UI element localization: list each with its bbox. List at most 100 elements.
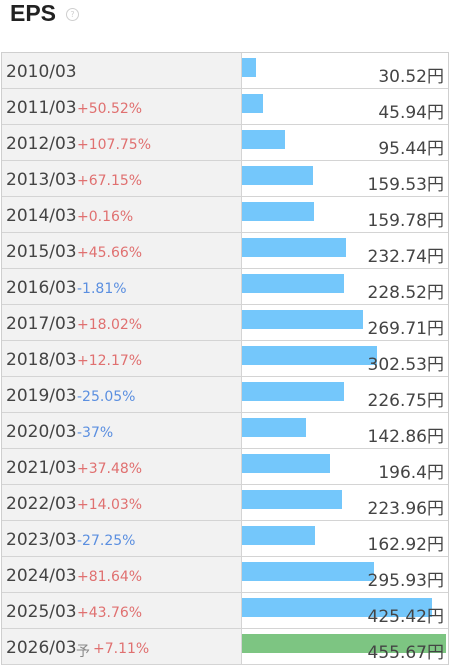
year-label: 2016/03 bbox=[6, 278, 77, 298]
table-row: 2023/03 -27.25% 162.92円 bbox=[2, 521, 448, 557]
year-cell: 2016/03 -1.81% bbox=[2, 269, 242, 304]
eps-value-label: 45.94円 bbox=[378, 103, 444, 123]
eps-value-label: 159.78円 bbox=[367, 211, 444, 231]
eps-value-label: 455.67円 bbox=[367, 643, 444, 663]
help-icon[interactable]: ? bbox=[66, 8, 79, 21]
yoy-change-label: +107.75% bbox=[77, 137, 152, 153]
eps-value-label: 162.92円 bbox=[367, 535, 444, 555]
bar-cell: 269.71円 bbox=[242, 305, 448, 340]
year-cell: 2021/03 +37.48% bbox=[2, 449, 242, 484]
eps-value-label: 226.75円 bbox=[367, 391, 444, 411]
bar-cell: 196.4円 bbox=[242, 449, 448, 484]
yoy-change-label: +67.15% bbox=[77, 173, 143, 189]
year-label: 2025/03 bbox=[6, 602, 77, 622]
table-row: 2022/03 +14.03% 223.96円 bbox=[2, 485, 448, 521]
year-label: 2010/03 bbox=[6, 62, 77, 82]
year-cell: 2025/03 +43.76% bbox=[2, 593, 242, 628]
yoy-change-label: +0.16% bbox=[77, 209, 134, 225]
year-label: 2026/03 bbox=[6, 638, 77, 658]
eps-bar bbox=[242, 166, 313, 185]
bar-cell: 142.86円 bbox=[242, 413, 448, 448]
year-cell: 2026/03 予 +7.11% bbox=[2, 629, 242, 664]
year-label: 2019/03 bbox=[6, 386, 77, 406]
year-label: 2014/03 bbox=[6, 206, 77, 226]
bar-cell: 45.94円 bbox=[242, 89, 448, 124]
eps-bar bbox=[242, 58, 256, 77]
eps-bar bbox=[242, 562, 374, 581]
year-cell: 2019/03 -25.05% bbox=[2, 377, 242, 412]
year-cell: 2024/03 +81.64% bbox=[2, 557, 242, 592]
bar-cell: 302.53円 bbox=[242, 341, 448, 376]
year-cell: 2015/03 +45.66% bbox=[2, 233, 242, 268]
eps-bar bbox=[242, 490, 342, 509]
year-cell: 2022/03 +14.03% bbox=[2, 485, 242, 520]
bar-cell: 226.75円 bbox=[242, 377, 448, 412]
eps-value-label: 30.52円 bbox=[378, 67, 444, 87]
header: EPS ? bbox=[0, 0, 452, 52]
table-row: 2021/03 +37.48% 196.4円 bbox=[2, 449, 448, 485]
yoy-change-label: +12.17% bbox=[77, 353, 143, 369]
forecast-mark: 予 bbox=[76, 644, 90, 660]
eps-bar bbox=[242, 130, 285, 149]
yoy-change-label: +81.64% bbox=[77, 569, 143, 585]
eps-value-label: 95.44円 bbox=[378, 139, 444, 159]
eps-value-label: 302.53円 bbox=[367, 355, 444, 375]
year-label: 2011/03 bbox=[6, 98, 77, 118]
table-row: 2016/03 -1.81% 228.52円 bbox=[2, 269, 448, 305]
eps-value-label: 269.71円 bbox=[367, 319, 444, 339]
bar-cell: 159.78円 bbox=[242, 197, 448, 232]
yoy-change-label: +50.52% bbox=[77, 101, 143, 117]
year-label: 2012/03 bbox=[6, 134, 77, 154]
year-cell: 2017/03 +18.02% bbox=[2, 305, 242, 340]
year-label: 2024/03 bbox=[6, 566, 77, 586]
table-row: 2015/03 +45.66% 232.74円 bbox=[2, 233, 448, 269]
eps-bar bbox=[242, 598, 432, 617]
year-cell: 2011/03 +50.52% bbox=[2, 89, 242, 124]
table-row: 2012/03 +107.75% 95.44円 bbox=[2, 125, 448, 161]
year-label: 2013/03 bbox=[6, 170, 77, 190]
bar-cell: 295.93円 bbox=[242, 557, 448, 592]
eps-bar bbox=[242, 94, 263, 113]
table-row: 2011/03 +50.52% 45.94円 bbox=[2, 89, 448, 125]
yoy-change-label: -25.05% bbox=[77, 389, 136, 405]
eps-bar bbox=[242, 634, 446, 653]
yoy-change-label: +37.48% bbox=[77, 461, 143, 477]
year-label: 2020/03 bbox=[6, 422, 77, 442]
page-title: EPS bbox=[10, 0, 57, 26]
bar-cell: 30.52円 bbox=[242, 53, 448, 88]
eps-value-label: 228.52円 bbox=[367, 283, 444, 303]
eps-bar bbox=[242, 454, 330, 473]
eps-bar bbox=[242, 310, 363, 329]
eps-bar bbox=[242, 346, 377, 365]
year-cell: 2014/03 +0.16% bbox=[2, 197, 242, 232]
eps-bar bbox=[242, 382, 344, 401]
table-row: 2020/03 -37% 142.86円 bbox=[2, 413, 448, 449]
eps-bar bbox=[242, 202, 314, 221]
year-cell: 2020/03 -37% bbox=[2, 413, 242, 448]
yoy-change-label: +18.02% bbox=[77, 317, 143, 333]
yoy-change-label: -37% bbox=[77, 425, 114, 441]
eps-bar bbox=[242, 526, 315, 545]
table-row: 2024/03 +81.64% 295.93円 bbox=[2, 557, 448, 593]
yoy-change-label: -1.81% bbox=[77, 281, 127, 297]
eps-table: 2010/03 30.52円 2011/03 +50.52% 45.94円 2012/03… bbox=[1, 52, 449, 665]
year-label: 2015/03 bbox=[6, 242, 77, 262]
table-row: 2010/03 30.52円 bbox=[2, 53, 448, 89]
eps-value-label: 232.74円 bbox=[367, 247, 444, 267]
eps-value-label: 223.96円 bbox=[367, 499, 444, 519]
table-row: 2019/03 -25.05% 226.75円 bbox=[2, 377, 448, 413]
table-row: 2018/03 +12.17% 302.53円 bbox=[2, 341, 448, 377]
year-label: 2023/03 bbox=[6, 530, 77, 550]
year-cell: 2013/03 +67.15% bbox=[2, 161, 242, 196]
year-label: 2018/03 bbox=[6, 350, 77, 370]
year-cell: 2018/03 +12.17% bbox=[2, 341, 242, 376]
eps-value-label: 425.42円 bbox=[367, 607, 444, 627]
table-row: 2025/03 +43.76% 425.42円 bbox=[2, 593, 448, 629]
bar-cell: 232.74円 bbox=[242, 233, 448, 268]
eps-bar bbox=[242, 418, 306, 437]
bar-cell: 162.92円 bbox=[242, 521, 448, 556]
bar-cell: 425.42円 bbox=[242, 593, 448, 628]
eps-value-label: 159.53円 bbox=[367, 175, 444, 195]
eps-bar bbox=[242, 238, 346, 257]
bar-cell: 223.96円 bbox=[242, 485, 448, 520]
